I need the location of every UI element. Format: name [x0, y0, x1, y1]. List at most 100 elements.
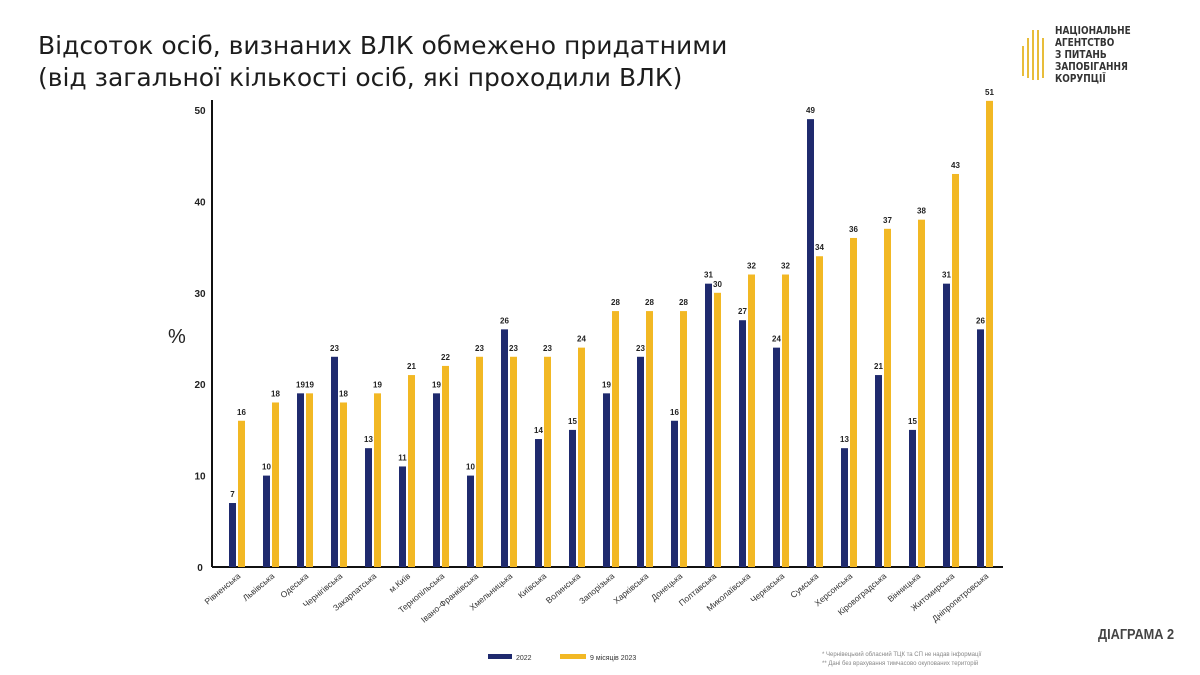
data-label: 10 [262, 463, 271, 472]
bar-2023 [476, 356, 483, 567]
data-label: 23 [636, 344, 645, 353]
x-tick-label: Одеська [278, 571, 310, 600]
x-tick-label: Волинська [544, 571, 583, 606]
bar-2023 [918, 219, 925, 567]
data-label: 51 [985, 88, 994, 97]
bar-2022 [467, 475, 474, 567]
data-label: 10 [466, 463, 475, 472]
bar-2023 [952, 173, 959, 568]
data-label: 23 [543, 344, 552, 353]
bar-2022 [569, 429, 576, 567]
data-label: 32 [747, 262, 756, 271]
data-label: 11 [398, 453, 407, 462]
data-label: 36 [849, 225, 858, 234]
data-label: 23 [509, 344, 518, 353]
y-tick-label: 0 [197, 563, 203, 574]
bar-2023 [782, 274, 789, 567]
data-label: 30 [713, 280, 722, 289]
bar-2023 [578, 347, 585, 567]
bar-2023 [816, 256, 823, 567]
bar-2023 [408, 375, 415, 567]
data-label: 28 [679, 298, 688, 307]
data-label: 15 [908, 417, 917, 426]
x-tick-label: Запорізька [577, 571, 616, 606]
y-tick-label: 10 [194, 472, 206, 483]
data-label: 16 [237, 408, 246, 417]
logo-line: НАЦІОНАЛЬНЕ АГЕНТСТВО [1054, 25, 1131, 49]
bar-2023 [340, 402, 347, 567]
bar-2022 [671, 420, 678, 567]
legend-swatch [560, 654, 586, 659]
data-label: 28 [611, 298, 620, 307]
data-label: 28 [645, 298, 654, 307]
data-label: 14 [534, 426, 543, 435]
bar-2022 [433, 393, 440, 567]
data-label: 27 [738, 307, 747, 316]
bar-2022 [501, 329, 508, 567]
bar-2022 [841, 448, 848, 567]
title-line-2: (від загальної кількості осіб, які прохо… [38, 63, 683, 92]
bar-2023 [510, 356, 517, 567]
bar-2023 [884, 228, 891, 567]
bar-2023 [680, 311, 687, 567]
chart-title: Відсоток осіб, визнаних ВЛК обмежено при… [38, 30, 727, 94]
bar-2023 [986, 100, 993, 568]
bar-2022 [331, 356, 338, 567]
bar-2023 [714, 292, 721, 567]
data-label: 18 [271, 389, 280, 398]
logo: НАЦІОНАЛЬНЕ АГЕНТСТВО З ПИТАНЬ ЗАПОБІГАН… [1020, 25, 1200, 85]
data-label: 31 [942, 271, 951, 280]
data-label: 23 [475, 344, 484, 353]
bar-2022 [297, 393, 304, 567]
data-label: 49 [806, 106, 815, 115]
data-label: 19 [432, 380, 441, 389]
y-tick-label: 20 [194, 380, 206, 391]
bar-2023 [374, 393, 381, 567]
bar-2023 [306, 393, 313, 567]
bar-2023 [850, 237, 857, 567]
footnote: ** Дані без врахування тимчасово окупова… [822, 661, 979, 667]
bar-2023 [748, 274, 755, 567]
data-label: 19 [296, 380, 305, 389]
bar-2022 [909, 429, 916, 567]
bar-2022 [977, 329, 984, 567]
data-label: 19 [305, 380, 314, 389]
x-tick-label: Рівненська [203, 571, 243, 607]
bar-2022 [739, 320, 746, 567]
data-label: 32 [781, 262, 790, 271]
bar-2022 [875, 375, 882, 567]
x-tick-label: м.Київ [387, 571, 413, 595]
data-label: 19 [373, 380, 382, 389]
data-label: 21 [874, 362, 883, 371]
x-tick-label: Черкаська [748, 571, 786, 605]
y-axis-label: % [168, 326, 186, 348]
data-label: 13 [364, 435, 373, 444]
bar-2023 [544, 356, 551, 567]
bar-2023 [646, 311, 653, 567]
data-label: 16 [670, 408, 679, 417]
logo-line: З ПИТАНЬ ЗАПОБІГАННЯ [1054, 49, 1128, 73]
footnotes: * Чернівецький обласний ТЦК та СП не над… [822, 651, 981, 669]
data-label: 43 [951, 161, 960, 170]
bar-2022 [365, 448, 372, 567]
legend-swatch [488, 654, 512, 659]
bar-2022 [637, 356, 644, 567]
data-label: 13 [840, 435, 849, 444]
legend-label: 2022 [516, 655, 532, 662]
data-label: 19 [602, 380, 611, 389]
x-tick-label: Сумська [788, 571, 820, 600]
data-label: 26 [500, 316, 509, 325]
bar-2023 [272, 402, 279, 567]
data-label: 38 [917, 207, 926, 216]
diagram-label: ДІАГРАМА 2 [1098, 626, 1175, 643]
bar-2023 [612, 311, 619, 567]
logo-text: НАЦІОНАЛЬНЕ АГЕНТСТВО З ПИТАНЬ ЗАПОБІГАН… [1055, 25, 1178, 85]
x-tick-label: Львівська [241, 571, 277, 603]
legend-label: 9 місяців 2023 [590, 654, 636, 662]
bar-2022 [603, 393, 610, 567]
bar-2022 [229, 503, 236, 567]
logo-emblem-icon [1022, 30, 1044, 80]
y-tick-label: 50 [194, 106, 206, 117]
x-tick-label: Івано-Франківська [419, 571, 481, 625]
